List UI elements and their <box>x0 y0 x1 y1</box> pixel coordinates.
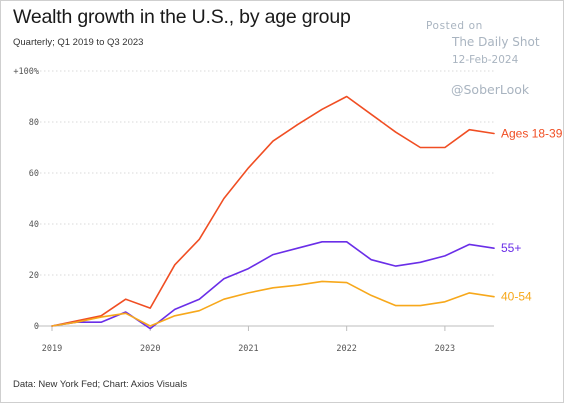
series-label-40-54: 40-54 <box>501 290 532 304</box>
watermark-outlet: The Daily Shot <box>452 35 540 49</box>
watermark-posted: Posted on <box>426 20 483 32</box>
chart-source: Data: New York Fed; Chart: Axios Visuals <box>13 379 188 390</box>
y-tick-label-100: +100% <box>13 67 39 77</box>
series-line-ages-18-39 <box>51 95 495 327</box>
x-tick-label-2023: 2023 <box>435 344 455 354</box>
watermark-handle: @SoberLook <box>451 82 530 97</box>
x-tick-label-2019: 2019 <box>42 344 62 354</box>
chart-subtitle: Quarterly; Q1 2019 to Q3 2023 <box>13 37 144 48</box>
x-tick-label-2021: 2021 <box>238 344 258 354</box>
y-tick-label-40: 40 <box>29 220 39 230</box>
y-tick-label-20: 20 <box>29 271 39 281</box>
y-tick-label-0: 0 <box>34 322 39 332</box>
x-tick-label-2022: 2022 <box>336 344 356 354</box>
y-tick-label-80: 80 <box>29 118 39 128</box>
watermark-date: 12-Feb-2024 <box>452 54 519 66</box>
y-tick-label-60: 60 <box>29 169 39 179</box>
series-line-55 <box>51 241 495 330</box>
series-line-40-54 <box>51 280 495 327</box>
x-tick-label-2020: 2020 <box>140 344 160 354</box>
chart-title: Wealth growth in the U.S., by age group <box>13 6 351 28</box>
series-label-55: 55+ <box>501 241 521 255</box>
series-label-ages-18-39: Ages 18-39 <box>501 126 563 140</box>
